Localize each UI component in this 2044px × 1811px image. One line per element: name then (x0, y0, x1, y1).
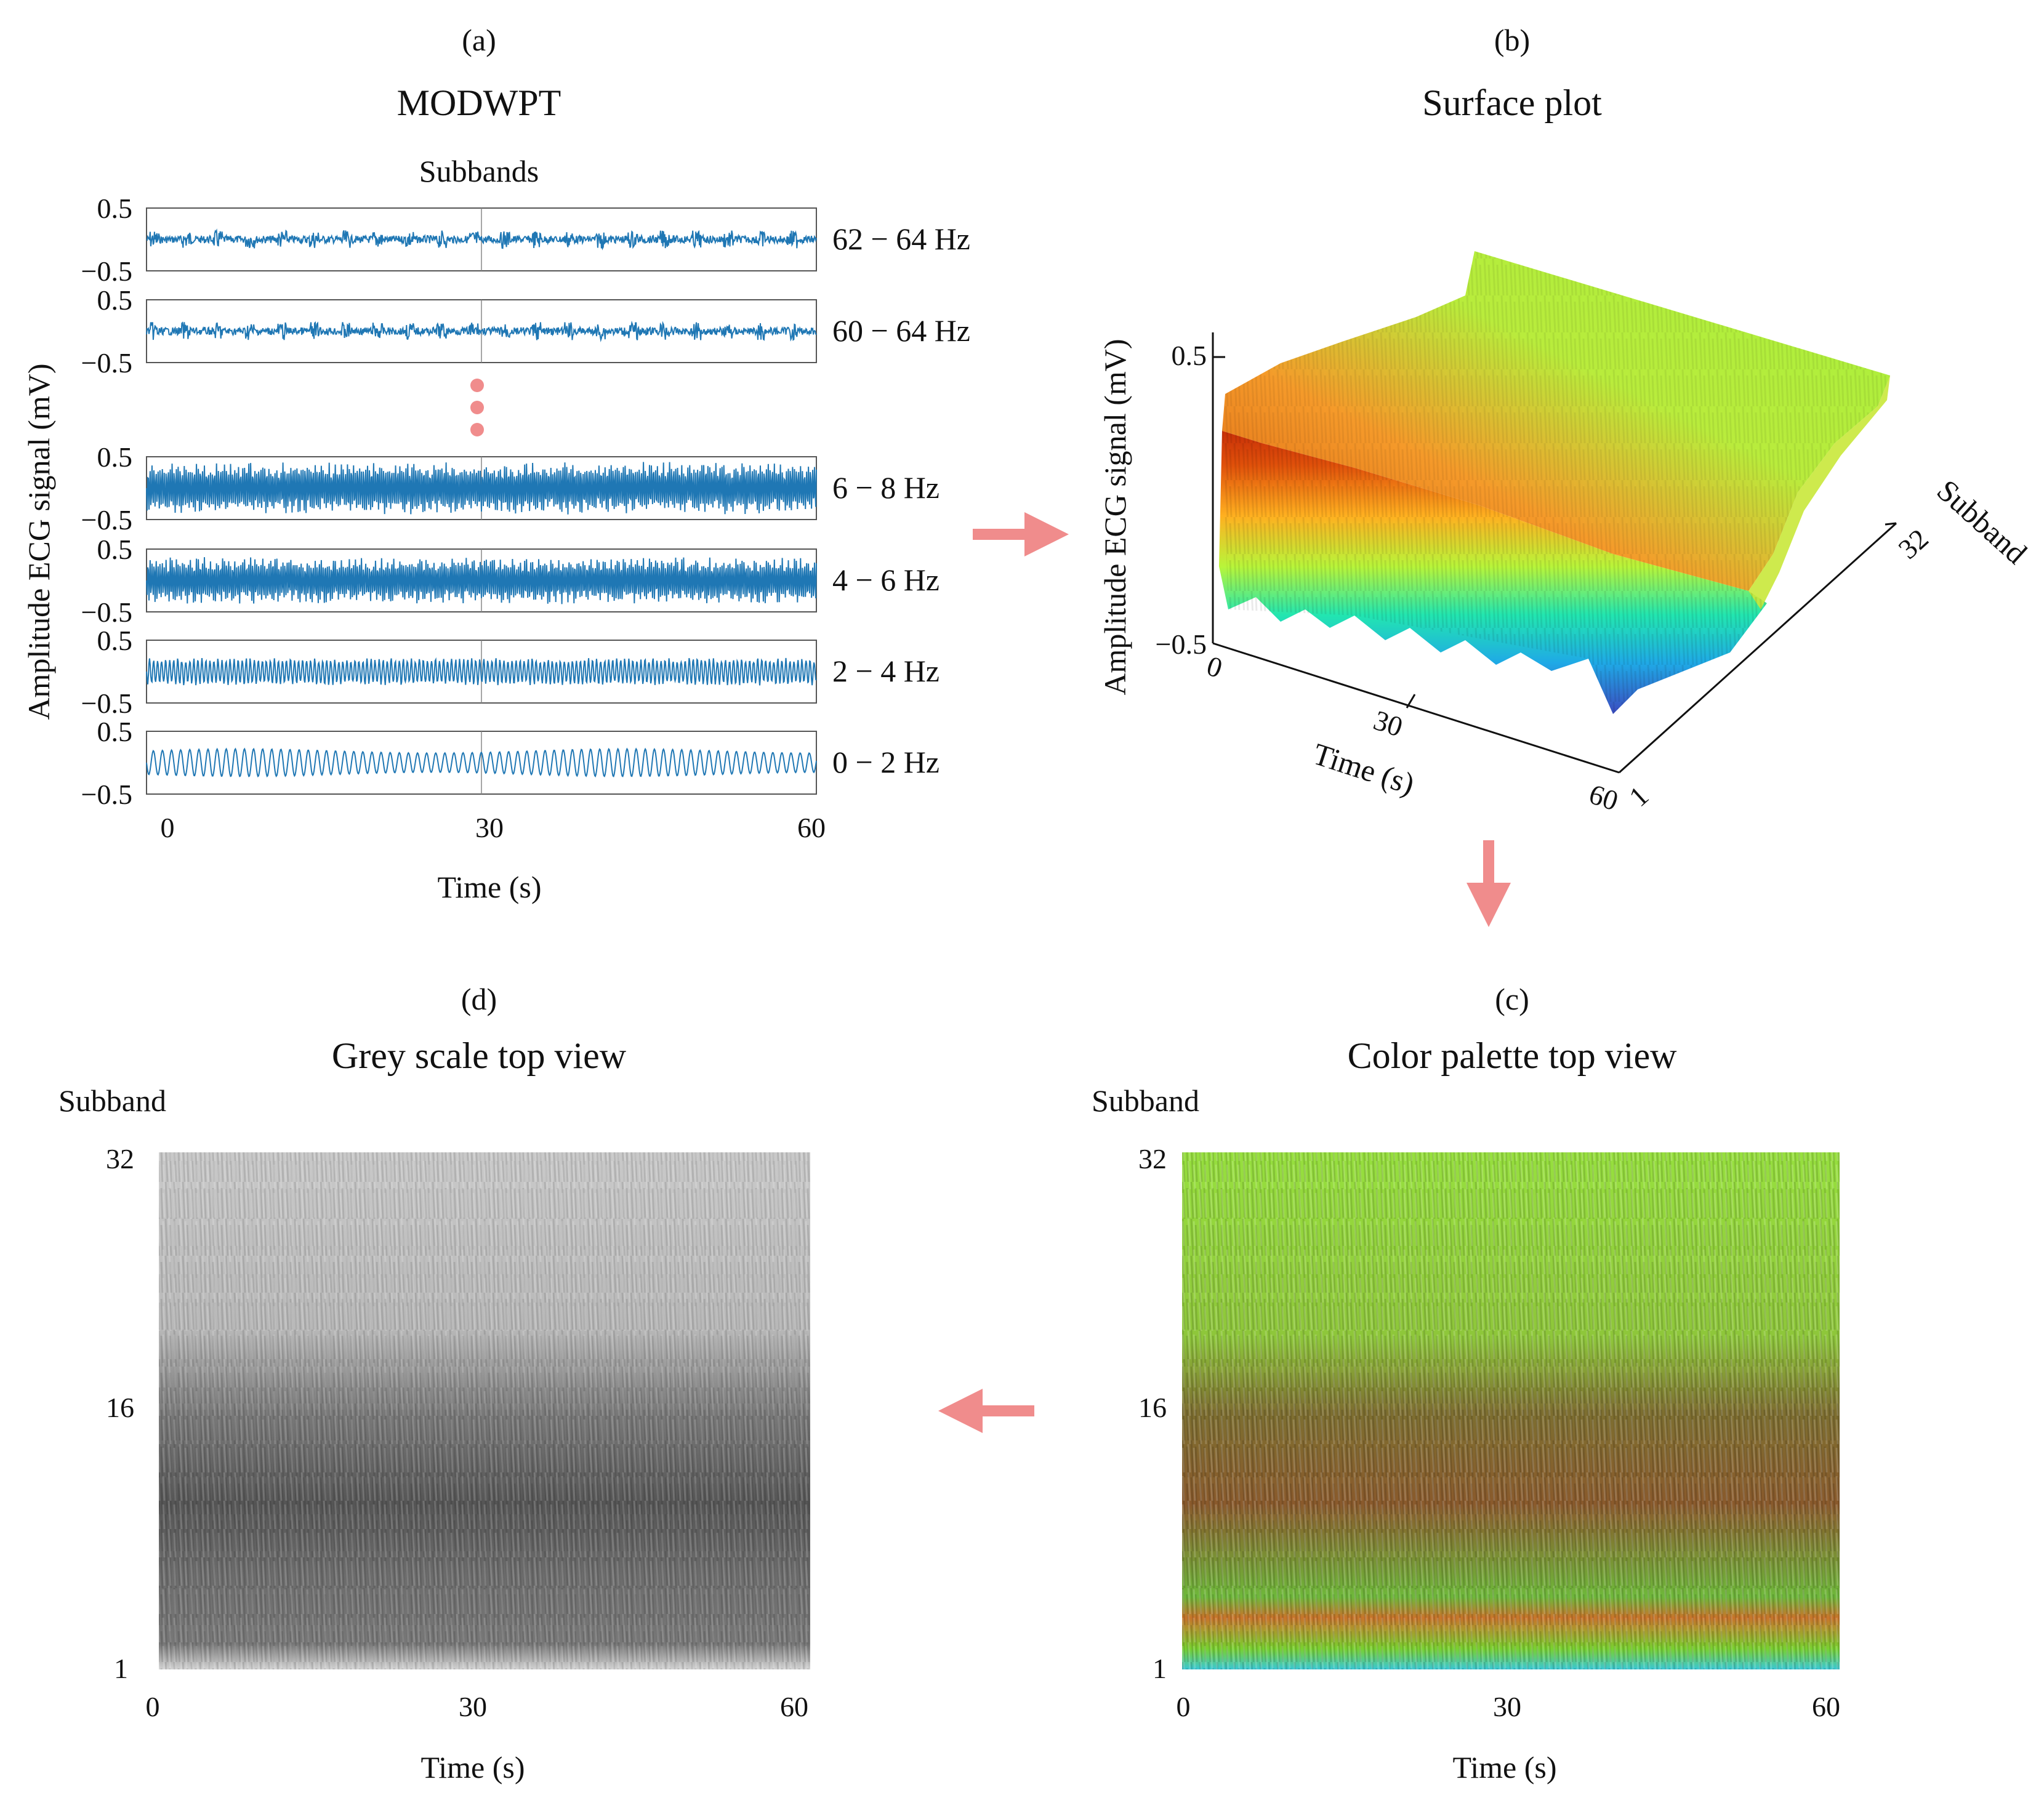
y-tick-0.5: 0.5 (97, 284, 133, 316)
y-tick-minus-0.5: −0.5 (81, 347, 132, 379)
subband-strip: 0.5 −0.5 2 − 4 Hz (81, 625, 940, 719)
surface-right-side (1748, 375, 1890, 609)
signal-trace (146, 557, 817, 604)
ellipsis-dot (470, 423, 484, 436)
panel-a-subtitle: Subbands (419, 154, 539, 188)
y-tick-minus-0.5: −0.5 (81, 255, 132, 287)
panel-a-title: MODWPT (397, 82, 561, 123)
panel-b-zlabel: Subband (1931, 473, 2034, 571)
subband-label: 60 − 64 Hz (832, 313, 970, 348)
panel-b: (b) Surface plot 0.5 −0.5 Amplitude ECG … (1098, 23, 2034, 817)
y-tick-1: 1 (1153, 1653, 1167, 1684)
x-tick-0: 0 (146, 1691, 160, 1722)
time-tick-60: 60 (1585, 778, 1622, 817)
x-tick-60: 60 (1812, 1691, 1840, 1722)
panel-a-xlabel: Time (s) (437, 870, 541, 904)
panel-a-ylabel: Amplitude ECG signal (mV) (22, 363, 56, 720)
subband-strip: 0.5 −0.5 4 − 6 Hz (81, 534, 940, 628)
panel-c-label: (c) (1495, 982, 1529, 1016)
subband-tick-32 (1885, 522, 1897, 526)
panel-c-title: Color palette top view (1348, 1035, 1678, 1076)
subband-label: 2 − 4 Hz (832, 654, 940, 688)
heatmap-color-texture-light (1182, 1152, 1840, 1669)
panel-a: (a) MODWPT Subbands Amplitude ECG signal… (22, 23, 970, 904)
panel-c-ylabel: Subband (1092, 1083, 1199, 1118)
y-tick-32: 32 (1138, 1143, 1167, 1175)
y-tick-0.5: 0.5 (97, 441, 133, 473)
z-tick-minus-0.5: −0.5 (1156, 628, 1207, 660)
panel-d-ylabel: Subband (58, 1083, 166, 1118)
subband-label: 62 − 64 Hz (832, 222, 970, 256)
y-tick-minus-0.5: −0.5 (81, 779, 132, 810)
ellipsis-dot (470, 401, 484, 414)
subband-label: 0 − 2 Hz (832, 745, 940, 779)
panel-b-ylabel: Amplitude ECG signal (mV) (1098, 339, 1132, 695)
z-tick-0.5: 0.5 (1172, 340, 1207, 371)
x-tick-60: 60 (797, 812, 826, 843)
time-tick-30-label: 30 (1370, 704, 1407, 743)
x-tick-60: 60 (780, 1691, 808, 1722)
y-tick-16: 16 (106, 1392, 134, 1423)
time-tick-30 (1406, 694, 1416, 709)
y-tick-16: 16 (1138, 1392, 1167, 1423)
subband-tick-32-label: 32 (1892, 523, 1934, 565)
y-tick-minus-0.5: −0.5 (81, 504, 132, 536)
y-tick-minus-0.5: −0.5 (81, 688, 132, 719)
subband-strip: 0.5 −0.5 60 − 64 Hz (81, 284, 970, 379)
panel-b-xlabel: Time (s) (1309, 736, 1418, 801)
subband-strip: 0.5 −0.5 62 − 64 Hz (81, 193, 970, 287)
panel-d-title: Grey scale top view (332, 1035, 627, 1076)
panel-d: (d) Grey scale top view Subband 32 16 1 … (58, 982, 810, 1785)
signal-trace (146, 657, 817, 686)
surface-texture (1222, 431, 1767, 714)
subband-tick-1: 1 (1623, 780, 1654, 813)
x-tick-0: 0 (161, 812, 175, 843)
panel-b-label: (b) (1494, 23, 1530, 57)
subband-label: 4 − 6 Hz (832, 563, 940, 597)
surface-top-texture (1222, 251, 1890, 591)
panel-c-xlabel: Time (s) (1452, 1750, 1556, 1785)
y-tick-0.5: 0.5 (97, 716, 133, 747)
time-axis (1212, 642, 1620, 774)
subband-strip: 0.5 −0.5 0 − 2 Hz (81, 716, 940, 810)
panel-d-label: (d) (461, 982, 497, 1016)
subband-label: 6 − 8 Hz (832, 470, 940, 505)
x-tick-30: 30 (475, 812, 504, 843)
y-tick-32: 32 (106, 1143, 134, 1175)
signal-trace (146, 228, 817, 251)
signal-trace (146, 320, 817, 342)
panel-c: (c) Color palette top view Subband 32 16… (1092, 982, 1840, 1785)
y-tick-minus-0.5: −0.5 (81, 596, 132, 628)
panel-d-xlabel: Time (s) (420, 1750, 525, 1785)
y-tick-0.5: 0.5 (97, 534, 133, 565)
y-tick-0.5: 0.5 (97, 625, 133, 656)
x-tick-30: 30 (459, 1691, 487, 1722)
x-tick-0: 0 (1177, 1691, 1191, 1722)
ellipsis-dot (470, 379, 484, 392)
y-tick-1: 1 (114, 1653, 128, 1684)
panel-b-title: Surface plot (1422, 82, 1602, 123)
subband-ellipsis (470, 379, 484, 436)
signal-trace (146, 462, 817, 515)
y-tick-0.5: 0.5 (97, 193, 133, 224)
subband-axis (1618, 522, 1897, 774)
subband-strip: 0.5 −0.5 6 − 8 Hz (81, 441, 940, 536)
subband-strips: 0.5−0.562 − 64 Hz0.5−0.560 − 64 Hz0.5−0.… (81, 193, 970, 810)
signal-trace (146, 747, 817, 778)
x-tick-30: 30 (1493, 1691, 1521, 1722)
panel-a-label: (a) (462, 23, 496, 57)
heatmap-grey-texture-light (159, 1152, 810, 1669)
